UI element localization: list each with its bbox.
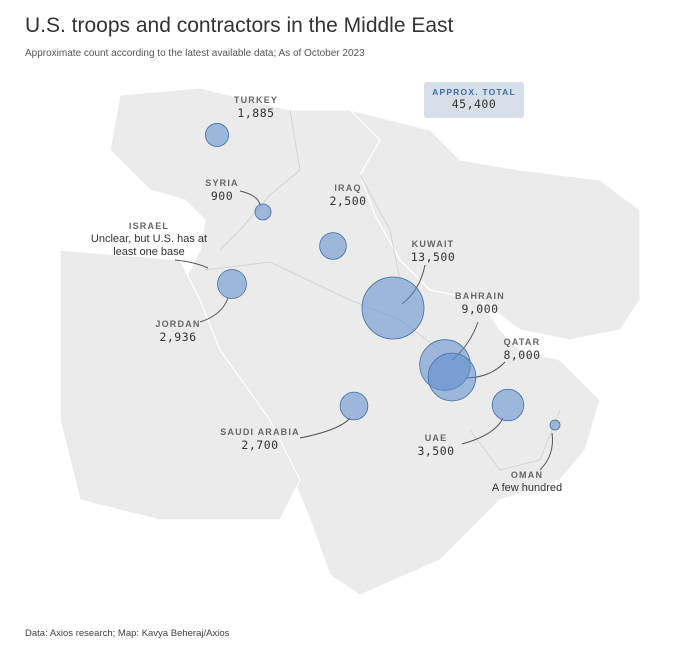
- border: [469, 409, 561, 471]
- country-value: 900: [210, 189, 234, 203]
- country-value: 2,500: [329, 194, 367, 208]
- title: U.S. troops and contractors in the Middl…: [25, 14, 454, 37]
- country-name: SYRIA: [205, 178, 239, 188]
- subtitle: Approximate count according to the lates…: [25, 48, 365, 59]
- footer: Data: Axios research; Map: Kavya Beheraj…: [25, 628, 230, 639]
- marker-label: ISRAEL Unclear, but U.S. has at least one…: [89, 220, 209, 259]
- arrow: [299, 417, 351, 439]
- country-name: SAUDI ARABIA: [220, 427, 300, 437]
- bubble: [254, 203, 272, 221]
- country-value: 9,000: [461, 302, 499, 316]
- country-value: 13,500: [410, 250, 456, 264]
- country-value: Unclear, but U.S. has at least one base: [90, 233, 208, 258]
- land: [59, 87, 641, 596]
- bubbles: [205, 123, 561, 431]
- border: [219, 109, 301, 251]
- country-value: 2,936: [159, 330, 197, 344]
- country-value: 2,700: [241, 438, 279, 452]
- marker-label: SYRIA 900: [205, 177, 239, 203]
- country-name: JORDAN: [155, 319, 201, 329]
- marker-label: KUWAIT 13,500: [411, 238, 456, 264]
- arrow: [239, 190, 261, 206]
- arrow: [199, 297, 229, 323]
- country-value: 8,000: [503, 348, 541, 362]
- marker-label: BAHRAIN 9,000: [455, 290, 505, 316]
- iran: [348, 108, 641, 341]
- bubble: [217, 269, 247, 299]
- total-value: 45,400: [451, 97, 497, 111]
- bubble: [549, 419, 561, 431]
- bubble: [427, 352, 477, 402]
- marker-label: QATAR 8,000: [503, 336, 540, 362]
- country-name: UAE: [424, 433, 448, 443]
- arrow: [539, 432, 553, 471]
- border: [359, 174, 401, 281]
- country-name: OMAN: [510, 470, 544, 480]
- marker-label: IRAQ 2,500: [329, 182, 366, 208]
- marker-label: UAE 3,500: [417, 432, 454, 458]
- africa: [59, 249, 301, 521]
- country-value: A few hundred: [491, 482, 563, 494]
- arrow: [174, 259, 209, 269]
- marker-label: JORDAN 2,936: [155, 318, 200, 344]
- country-value: 3,500: [417, 444, 455, 458]
- total-box: APPROX. TOTAL 45,400: [424, 82, 524, 118]
- marker-label: SAUDI ARABIA 2,700: [220, 426, 300, 452]
- marker-label: OMAN A few hundred: [467, 469, 587, 495]
- country-name: IRAQ: [334, 183, 362, 193]
- bubble: [491, 388, 525, 422]
- country-name: KUWAIT: [411, 239, 455, 249]
- country-name: TURKEY: [233, 95, 279, 105]
- arrow: [461, 417, 504, 445]
- marker-label: TURKEY 1,885: [234, 94, 278, 120]
- bubble: [361, 276, 425, 340]
- country-value: 1,885: [237, 106, 275, 120]
- bubble: [339, 391, 369, 421]
- bubble: [319, 232, 347, 260]
- country-name: BAHRAIN: [455, 291, 505, 301]
- country-name: ISRAEL: [128, 221, 170, 231]
- bubble: [205, 123, 229, 147]
- country-name: QATAR: [503, 337, 541, 347]
- total-label: APPROX. TOTAL: [432, 87, 516, 97]
